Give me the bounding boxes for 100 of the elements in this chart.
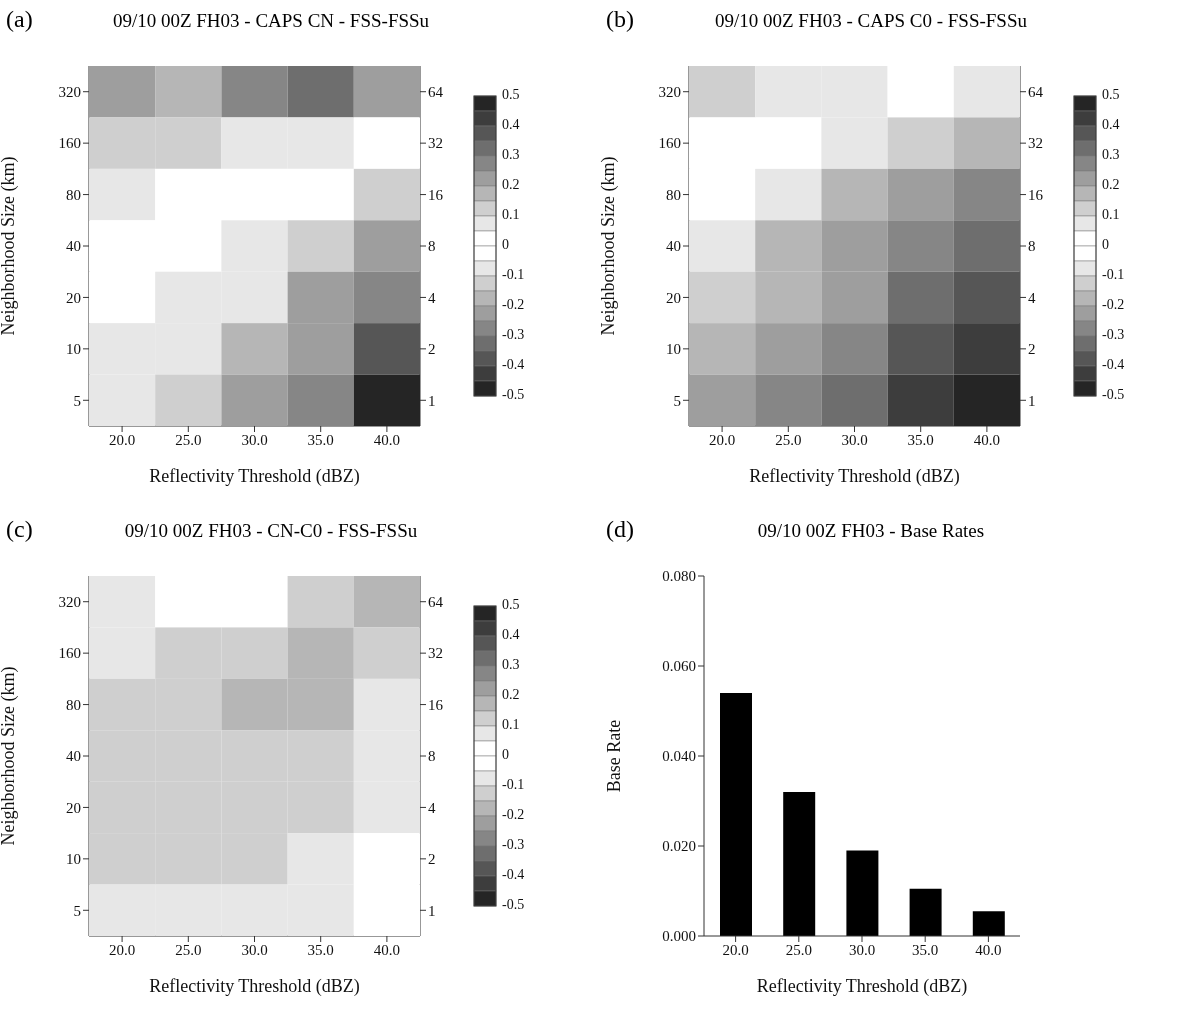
x-tick-label: 30.0 (848, 941, 876, 958)
y2-tick-label: 4 (428, 799, 436, 816)
y-tick-label: 320 (58, 84, 81, 101)
x-tick-label: 20.0 (108, 431, 136, 448)
y2-tick-label: 8 (1028, 238, 1036, 255)
y2-tick-label: 16 (428, 696, 444, 713)
color-bar-label: -0.5 (502, 897, 525, 913)
y2-tick-label: 8 (428, 748, 436, 765)
x-axis-title: Reflectivity Threshold (dBZ) (756, 976, 968, 997)
color-bar-label: -0.1 (502, 777, 525, 793)
y-tick-label: 320 (658, 84, 681, 101)
y-tick-label: 320 (58, 594, 81, 611)
y-tick-label: 0.000 (662, 928, 696, 945)
x-axis-title: Reflectivity Threshold (dBZ) (749, 466, 960, 487)
x-tick-label: 30.0 (841, 431, 868, 448)
color-bar-label: 0.4 (1102, 117, 1120, 133)
x-tick-label: 25.0 (175, 431, 202, 448)
color-bar-label: 0 (502, 747, 509, 763)
y-tick-label: 40 (66, 238, 81, 255)
color-bar-label: -0.4 (1102, 357, 1125, 373)
y2-tick-label: 4 (428, 289, 436, 306)
x-axis-title: Reflectivity Threshold (dBZ) (149, 976, 360, 997)
color-bar-label: 0.5 (502, 87, 520, 103)
color-bar-label: 0.3 (1102, 147, 1120, 163)
y-tick-label: 5 (673, 392, 681, 409)
y2-tick-label: 32 (428, 645, 443, 662)
color-bar-label: -0.1 (502, 267, 525, 283)
x-tick-label: 25.0 (775, 431, 802, 448)
color-bar-label: -0.4 (502, 867, 525, 883)
y-tick-label: 10 (666, 341, 681, 358)
y-tick-label: 40 (666, 238, 681, 255)
x-tick-label: 35.0 (912, 941, 939, 958)
y2-tick-label: 2 (428, 851, 436, 868)
bar (909, 888, 942, 936)
x-tick-label: 30.0 (241, 431, 268, 448)
y2-tick-label: 64 (428, 594, 444, 611)
x-tick-label: 25.0 (175, 941, 202, 958)
y2-tick-label: 16 (1028, 186, 1044, 203)
x-tick-label: 35.0 (307, 941, 334, 958)
color-bar-label: 0.4 (502, 627, 520, 643)
color-bar-label: 0.4 (502, 117, 520, 133)
bar (972, 911, 1005, 936)
y2-tick-label: 4 (1028, 289, 1036, 306)
x-tick-label: 25.0 (785, 941, 812, 958)
color-bar-label: 0.2 (502, 177, 520, 193)
color-bar-label: 0.1 (1102, 207, 1120, 223)
y-tick-label: 20 (666, 289, 681, 306)
color-bar-label: -0.2 (502, 297, 525, 313)
y-tick-label: 10 (66, 341, 81, 358)
color-bar-label: 0.2 (1102, 177, 1120, 193)
y-tick-label: 10 (66, 851, 81, 868)
x-axis-title: Reflectivity Threshold (dBZ) (149, 466, 360, 487)
color-bar-label: 0 (1102, 237, 1109, 253)
y2-tick-label: 32 (1028, 135, 1043, 152)
color-bar-label: 0.1 (502, 717, 520, 733)
y-tick-label: 160 (658, 135, 681, 152)
color-bar-label: -0.4 (502, 357, 525, 373)
y-tick-label: 80 (66, 186, 81, 203)
color-bar-label: -0.2 (502, 807, 525, 823)
y2-tick-label: 1 (428, 392, 436, 409)
y-tick-label: 20 (66, 799, 81, 816)
y-axis-title: Base Rate (604, 719, 625, 793)
bar (783, 792, 816, 936)
y-tick-label: 40 (66, 748, 81, 765)
y-tick-label: 80 (666, 186, 681, 203)
x-tick-label: 35.0 (907, 431, 934, 448)
text: (a) (5, 6, 34, 33)
y-axis-title: Neighborhood Size (km) (0, 156, 20, 336)
y-tick-label: 5 (73, 392, 81, 409)
chart-title: 09/10 00Z FH03 - CAPS CN - FSS-FSSu (111, 10, 431, 32)
y-axis-title: Neighborhood Size (km) (0, 666, 20, 846)
bar (846, 850, 879, 936)
color-bar-label: 0.3 (502, 147, 520, 163)
color-bar-label: 0.5 (1102, 87, 1120, 103)
color-bar-label: 0.2 (502, 687, 520, 703)
y2-tick-label: 64 (428, 84, 444, 101)
chart-title: 09/10 00Z FH03 - CN-C0 - FSS-FSSu (123, 520, 419, 542)
x-tick-label: 30.0 (241, 941, 268, 958)
y2-tick-label: 2 (428, 341, 436, 358)
y-axis-title: Neighborhood Size (km) (598, 156, 620, 336)
color-bar-label: -0.5 (1102, 387, 1125, 403)
y-tick-label: 20 (66, 289, 81, 306)
color-bar-label: -0.1 (1102, 267, 1125, 283)
y2-tick-label: 1 (1028, 392, 1036, 409)
chart-title: 09/10 00Z FH03 - Base Rates (756, 520, 986, 542)
x-tick-label: 40.0 (373, 941, 401, 958)
x-tick-label: 40.0 (975, 941, 1002, 958)
y2-tick-label: 8 (428, 238, 436, 255)
y-tick-label: 5 (73, 902, 81, 919)
y-tick-label: 0.080 (662, 568, 696, 585)
y-tick-label: 0.060 (662, 658, 696, 675)
y2-tick-label: 1 (428, 902, 436, 919)
text: (d) (605, 516, 635, 543)
y-tick-label: 0.020 (662, 838, 696, 855)
x-tick-label: 20.0 (108, 941, 136, 958)
y-tick-label: 160 (58, 135, 81, 152)
color-bar-label: 0.5 (502, 597, 520, 613)
y-tick-label: 160 (58, 645, 81, 662)
x-tick-label: 40.0 (373, 431, 401, 448)
y2-tick-label: 16 (428, 186, 444, 203)
